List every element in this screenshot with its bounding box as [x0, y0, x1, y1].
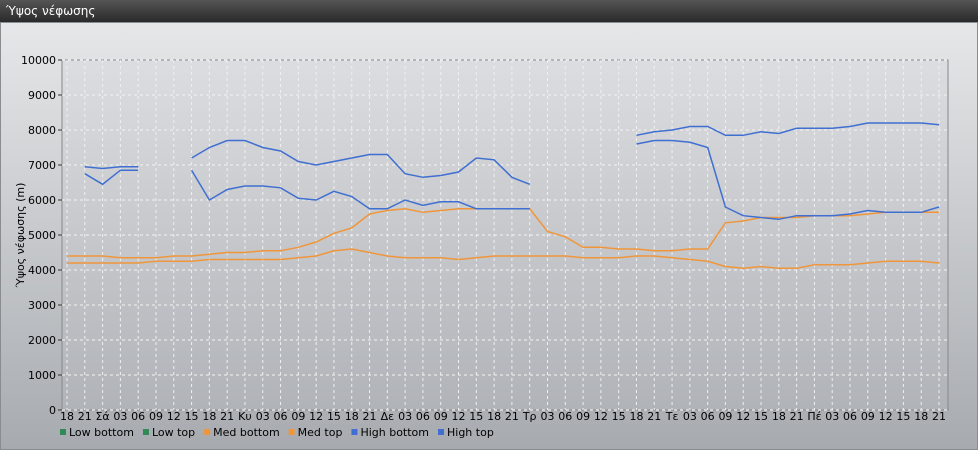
x-tick-label: 06 [843, 410, 857, 423]
title-bar [0, 0, 978, 22]
x-tick-label: 18 [487, 410, 501, 423]
legend-swatch [288, 429, 295, 435]
legend-label: High bottom [360, 426, 429, 439]
legend-swatch [438, 429, 444, 435]
x-tick-label: 15 [754, 410, 768, 423]
series-line [84, 139, 940, 221]
x-tick-label: 21 [790, 410, 804, 423]
x-tick-label: Δε [381, 410, 395, 423]
legend-label: Med top [298, 426, 343, 439]
x-tick-label: 06 [416, 410, 430, 423]
x-tick-label: 09 [291, 410, 305, 423]
x-tick-label: 09 [434, 410, 448, 423]
x-tick-label: 21 [932, 410, 946, 423]
legend-swatch [204, 429, 211, 435]
y-tick-label: 1000 [28, 369, 56, 382]
x-tick-label: 18 [772, 410, 786, 423]
y-tick-label: 8000 [28, 124, 56, 137]
x-tick-label: 21 [505, 410, 519, 423]
x-tick-label: 06 [131, 410, 145, 423]
x-tick-label: Πέ [807, 410, 821, 423]
x-tick-label: 12 [594, 410, 608, 423]
x-tick-label: 03 [540, 410, 554, 423]
x-tick-label: 21 [647, 410, 661, 423]
x-tick-label: 15 [612, 410, 626, 423]
x-tick-label: 06 [701, 410, 715, 423]
x-tick-label: Σά [95, 410, 109, 423]
x-tick-label: 18 [914, 410, 928, 423]
legend-label: Med bottom [213, 426, 280, 439]
x-tick-label: 15 [896, 410, 910, 423]
y-tick-label: 3000 [28, 299, 56, 312]
x-tick-label: 21 [220, 410, 234, 423]
x-tick-label: 09 [149, 410, 163, 423]
series-line [67, 248, 940, 270]
x-tick-label: 03 [256, 410, 270, 423]
series-line [84, 122, 940, 185]
x-tick-label: 15 [327, 410, 341, 423]
x-tick-label: 06 [558, 410, 572, 423]
legend-label: Low bottom [69, 426, 134, 439]
y-tick-label: 0 [49, 404, 56, 417]
legend-swatch [351, 429, 358, 435]
x-tick-label: 03 [825, 410, 839, 423]
legend-swatch [142, 429, 149, 435]
legend-swatch [60, 429, 66, 435]
x-tick-label: 12 [736, 410, 750, 423]
x-tick-label: 15 [185, 410, 199, 423]
x-tick-label: 03 [113, 410, 127, 423]
y-axis-label: Ύψος νέφωσης (m) [14, 183, 27, 289]
y-tick-label: 6000 [28, 194, 56, 207]
legend-label: Low top [152, 426, 195, 439]
x-tick-label: 15 [469, 410, 483, 423]
x-tick-label: 18 [60, 410, 74, 423]
x-tick-label: 21 [363, 410, 377, 423]
x-tick-label: 09 [718, 410, 732, 423]
x-tick-label: 12 [309, 410, 323, 423]
x-tick-label: 12 [452, 410, 466, 423]
x-tick-label: 03 [398, 410, 412, 423]
x-tick-label: 18 [629, 410, 643, 423]
y-tick-label: 9000 [28, 89, 56, 102]
y-tick-label: 2000 [28, 334, 56, 347]
window-title: Ύψος νέφωσης [5, 4, 95, 18]
x-tick-label: 09 [576, 410, 590, 423]
x-tick-label: 18 [345, 410, 359, 423]
x-tick-label: Τε [665, 410, 679, 423]
x-tick-label: 09 [861, 410, 875, 423]
x-tick-label: 12 [167, 410, 181, 423]
x-tick-label: 03 [683, 410, 697, 423]
x-tick-label: 12 [879, 410, 893, 423]
x-tick-label: Τρ [522, 410, 537, 423]
x-tick-label: Κυ [238, 410, 252, 423]
y-tick-label: 7000 [28, 159, 56, 172]
legend-label: High top [447, 426, 494, 439]
y-tick-label: 4000 [28, 264, 56, 277]
y-tick-label: 5000 [28, 229, 56, 242]
x-tick-label: 21 [78, 410, 92, 423]
x-tick-label: 18 [202, 410, 216, 423]
y-tick-label: 10000 [21, 54, 56, 67]
x-tick-label: 06 [274, 410, 288, 423]
